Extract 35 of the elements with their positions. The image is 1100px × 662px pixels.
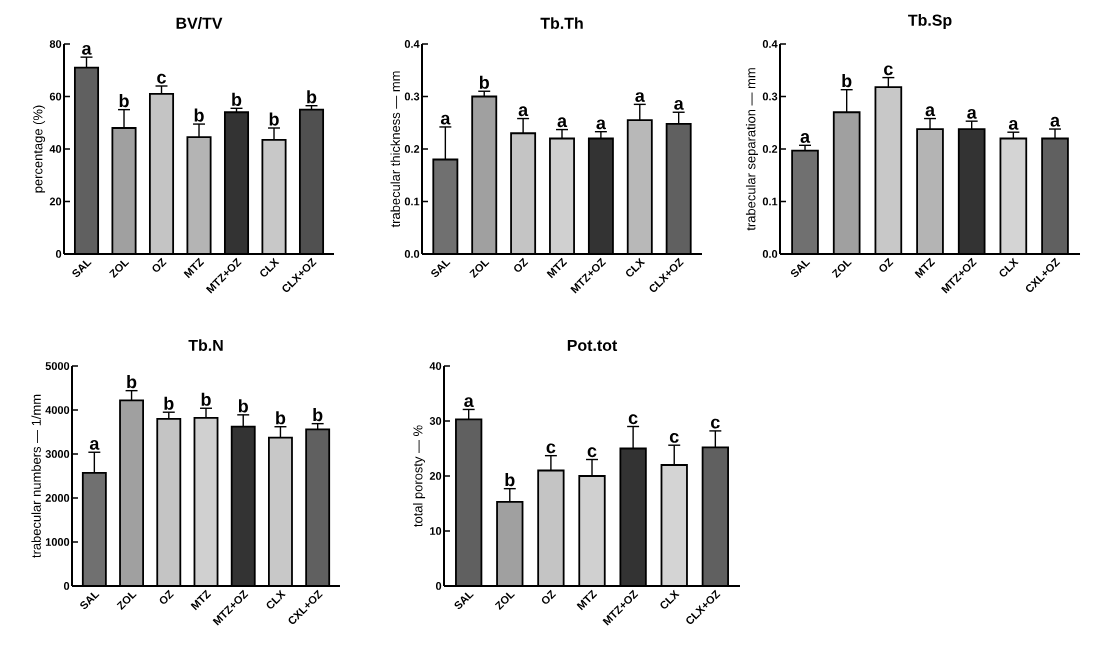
annotation: b [479, 75, 489, 89]
annotation: a [1008, 119, 1019, 130]
annotation: b [194, 108, 204, 122]
annotation: a [635, 92, 645, 102]
annotation: b [307, 90, 317, 104]
annotation: b [269, 112, 279, 126]
annotation: b [164, 396, 174, 410]
annotation: a [464, 397, 474, 408]
annotation: b [127, 375, 137, 389]
annotation: a [89, 440, 100, 450]
annotation: a [596, 119, 606, 130]
annotation: b [238, 399, 248, 413]
annotation: a [557, 117, 568, 128]
annotation: c [628, 414, 638, 425]
annotation: b [505, 473, 515, 487]
annotation: c [711, 418, 720, 429]
annotation: c [884, 65, 893, 76]
annotation: a [967, 108, 977, 119]
annotation: a [518, 106, 529, 117]
annotation: b [313, 408, 323, 422]
annotation: b [119, 94, 129, 108]
annotation: c [546, 443, 556, 454]
annotation: a [440, 114, 451, 125]
annotation: c [587, 447, 597, 458]
annotation: c [157, 73, 166, 84]
annotation: c [669, 432, 679, 443]
annotation: b [842, 74, 852, 88]
annotation: b [232, 92, 242, 106]
annotation: a [800, 133, 811, 143]
annotation: a [82, 44, 92, 55]
annotation: b [276, 411, 286, 425]
annotation: a [925, 106, 936, 117]
annotation: b [201, 392, 211, 406]
annotation: a [674, 100, 684, 110]
annotation: a [1050, 116, 1061, 127]
